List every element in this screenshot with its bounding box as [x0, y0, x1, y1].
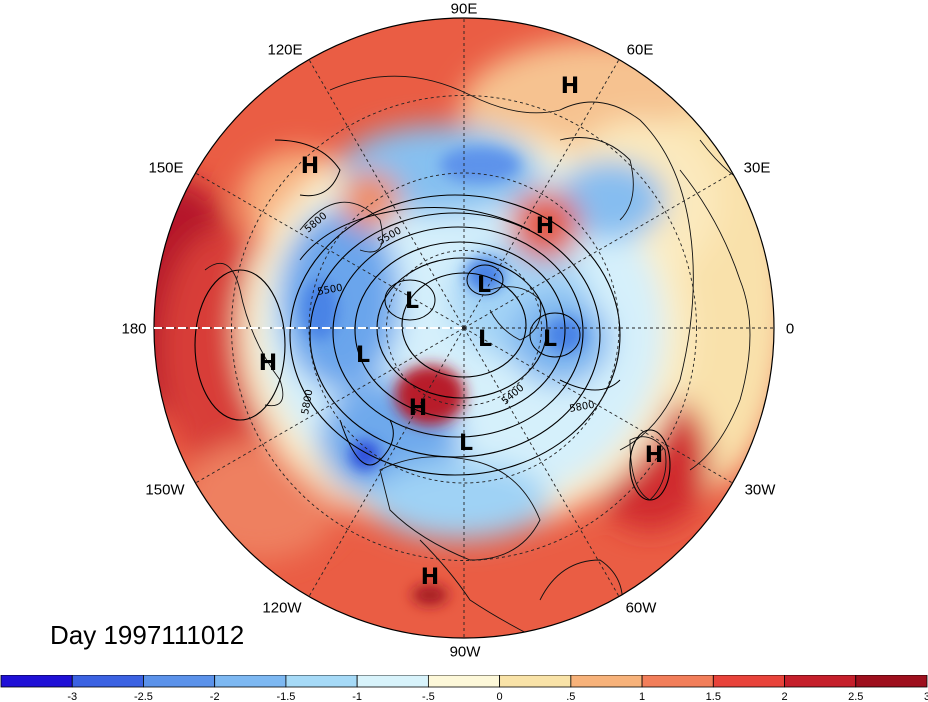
colorbar-tick-label: 1 — [639, 691, 645, 702]
meridian-line — [463, 172, 733, 329]
colorbar: -3 -2.5 -2 -1.5 -1 -.5 0 .5 1 1.5 2 2.5 3 — [0, 675, 928, 702]
meridian-line — [308, 59, 465, 329]
colorbar-swatch — [285, 675, 358, 688]
graticule — [154, 18, 774, 638]
longitude-label: 60E — [626, 41, 654, 59]
meridian-line — [308, 327, 465, 597]
high-center-marker: H — [259, 351, 277, 376]
colorbar-swatch — [570, 675, 643, 688]
longitude-label: 150W — [145, 481, 185, 499]
contour-label: 5800 — [569, 400, 596, 415]
low-center-marker: L — [543, 327, 557, 352]
longitude-label: 30W — [744, 481, 776, 499]
meridian-line — [463, 59, 620, 329]
colorbar-tick-label: -3 — [67, 691, 77, 702]
meridian-line — [463, 327, 620, 597]
day-label: Day 1997111012 — [50, 620, 245, 650]
colorbar-tick-label: -1 — [352, 691, 362, 702]
colorbar-tick-label: 1.5 — [706, 691, 721, 702]
colorbar-swatch — [712, 675, 785, 688]
latitude-circle — [386, 250, 542, 406]
pressure-centers: H H H H H H H L L L L L L — [259, 74, 663, 590]
high-center-marker: H — [561, 74, 579, 99]
high-center-marker: H — [409, 396, 427, 421]
low-center-marker: L — [477, 273, 491, 298]
longitude-label: 90W — [449, 643, 481, 661]
high-center-marker: H — [301, 154, 319, 179]
longitude-label: 90E — [450, 0, 478, 18]
colorbar-swatch — [784, 675, 857, 688]
colorbar-swatch — [499, 675, 572, 688]
longitude-label: 30E — [743, 159, 771, 177]
colorbar-tick-label: .5 — [566, 691, 575, 702]
colorbar-swatch — [855, 675, 928, 688]
colorbar-tick-label: 0 — [497, 691, 503, 702]
colorbar-tick-label: -2.5 — [134, 691, 153, 702]
longitude-label: 180 — [121, 320, 147, 338]
colorbar-tick-label: -.5 — [422, 691, 435, 702]
coastlines — [204, 75, 761, 638]
colorbar-swatch — [143, 675, 216, 688]
contour-label: 5800 — [300, 389, 315, 416]
longitude-label: 120W — [262, 599, 302, 617]
low-center-marker: L — [405, 289, 419, 314]
longitude-label: 120E — [267, 41, 303, 59]
latitude-circle — [231, 95, 697, 561]
colorbar-swatch — [214, 675, 287, 688]
meridian-line — [195, 327, 465, 484]
longitude-label: 0 — [785, 320, 795, 338]
low-center-marker: L — [356, 343, 370, 368]
colorbar-tick-label: 2.5 — [848, 691, 863, 702]
longitude-label: 60W — [625, 599, 657, 617]
colorbar-swatch — [71, 675, 144, 688]
colorbar-swatch — [641, 675, 714, 688]
colorbar-tick-label: 3 — [924, 691, 928, 702]
meridian-line — [463, 327, 733, 484]
colorbar-tick-label: -2 — [210, 691, 220, 702]
height-contours — [194, 139, 671, 501]
colorbar-swatch — [356, 675, 429, 688]
colorbar-swatch — [0, 675, 73, 688]
high-center-marker: H — [645, 443, 663, 468]
colorbar-swatch — [427, 675, 501, 688]
high-center-marker: H — [421, 565, 439, 590]
contour-label: 5500 — [317, 283, 344, 298]
high-center-marker: H — [536, 214, 554, 239]
polar-stereographic-map: 5800 5500 5500 5800 5400 5800 H H H H H … — [153, 17, 775, 639]
meridian-line — [195, 172, 465, 329]
low-center-marker: L — [478, 327, 492, 352]
low-center-marker: L — [459, 431, 473, 456]
longitude-label: 150E — [148, 159, 184, 177]
colorbar-tick-label: 2 — [781, 691, 787, 702]
latitude-circle — [308, 172, 620, 484]
colorbar-tick-label: -1.5 — [276, 691, 295, 702]
